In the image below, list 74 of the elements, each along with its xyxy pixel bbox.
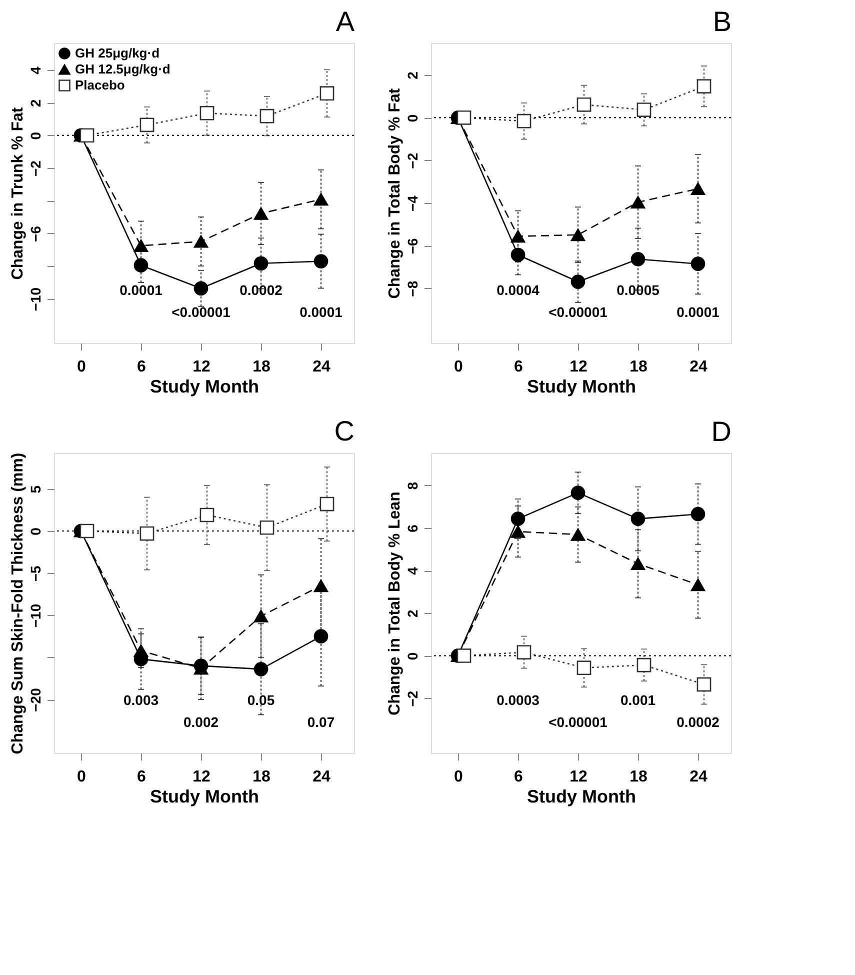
y-tick-label: −8 (404, 280, 420, 297)
annotation: 0.0002 (240, 282, 283, 298)
y-tick-label: 4 (28, 66, 44, 74)
y-axis-title: Change Sum Skin-Fold Thickness (mm) (10, 452, 26, 754)
x-axis-title: Study Month (527, 376, 636, 396)
x-axis-title: Study Month (150, 376, 259, 396)
y-tick-label: 2 (404, 610, 420, 618)
x-tick-label: 18 (630, 358, 648, 376)
chart-title: B (712, 6, 732, 37)
x-tick-label: 0 (454, 768, 464, 786)
x-tick-label: 6 (514, 768, 524, 786)
x-tick-label: 6 (137, 358, 146, 376)
x-tick-label: 24 (690, 358, 708, 376)
y-tick-label: 0 (404, 114, 420, 122)
y-tick-label: 0 (28, 132, 44, 140)
y-tick-label: 5 (28, 485, 44, 494)
x-tick-label: 18 (252, 358, 270, 376)
y-tick-label: 8 (404, 482, 420, 490)
y-axis-title: Change in Total Body % Fat (386, 88, 404, 299)
y-axis-title: Change in Trunk % Fat (10, 106, 26, 280)
chart-title: D (711, 416, 732, 447)
y-tick-label: 6 (404, 524, 420, 532)
annotation: <0.00001 (548, 304, 608, 320)
x-tick-label: 12 (192, 768, 210, 786)
annotation: <0.00001 (548, 714, 608, 730)
x-tick-label: 24 (690, 768, 708, 786)
y-tick-label: 2 (404, 71, 420, 80)
legend-label: GH 25μg/kg·d (75, 46, 160, 60)
x-tick-label: 12 (570, 358, 588, 376)
y-tick-label: −6 (404, 238, 420, 254)
annotation: 0.0002 (676, 714, 720, 730)
legend-label: GH 12.5μg/kg·d (75, 62, 170, 76)
y-tick-label: −5 (28, 565, 44, 582)
annotation: <0.00001 (172, 304, 231, 320)
y-axis-title: Change in Total Body % Lean (386, 492, 404, 716)
x-tick-label: 6 (137, 768, 146, 786)
y-tick-label: −2 (404, 690, 420, 707)
y-tick-label: −4 (404, 195, 420, 212)
y-tick-label: 4 (404, 566, 420, 575)
x-tick-label: 6 (514, 358, 524, 376)
annotation: 0.0001 (676, 304, 720, 320)
chart-title: A (336, 6, 355, 37)
x-tick-label: 12 (570, 768, 588, 786)
y-tick-label: 2 (28, 99, 44, 108)
annotation: 0.001 (620, 692, 656, 708)
annotation: 0.05 (247, 692, 275, 708)
x-tick-label: 0 (77, 358, 86, 376)
y-tick-label: −2 (404, 152, 420, 169)
x-tick-label: 24 (312, 768, 330, 786)
y-tick-label: 0 (28, 527, 44, 536)
x-axis-title: Study Month (527, 786, 636, 806)
annotation: 0.0005 (616, 282, 660, 298)
x-tick-label: 0 (77, 768, 86, 786)
chart-title: C (334, 415, 354, 446)
x-tick-label: 0 (454, 358, 464, 376)
legend-label: Placebo (75, 78, 125, 92)
x-tick-label: 12 (192, 358, 210, 376)
annotation: 0.0003 (496, 692, 540, 708)
annotation: 0.003 (123, 692, 159, 708)
y-tick-label: −10 (28, 604, 44, 628)
x-tick-label: 18 (630, 768, 648, 786)
x-axis-title: Study Month (150, 786, 259, 806)
annotation: 0.07 (307, 714, 335, 730)
annotation: 0.0004 (496, 282, 540, 298)
annotation: 0.0001 (300, 304, 343, 320)
annotation: 0.0001 (120, 282, 163, 298)
y-tick-label: 0 (404, 652, 420, 660)
y-tick-label: −10 (28, 287, 44, 312)
x-tick-label: 24 (312, 358, 330, 376)
y-tick-label: −2 (28, 160, 44, 177)
y-tick-label: −6 (28, 226, 44, 242)
y-tick-label: −20 (28, 688, 44, 712)
x-tick-label: 18 (252, 768, 270, 786)
annotation: 0.002 (183, 714, 219, 730)
